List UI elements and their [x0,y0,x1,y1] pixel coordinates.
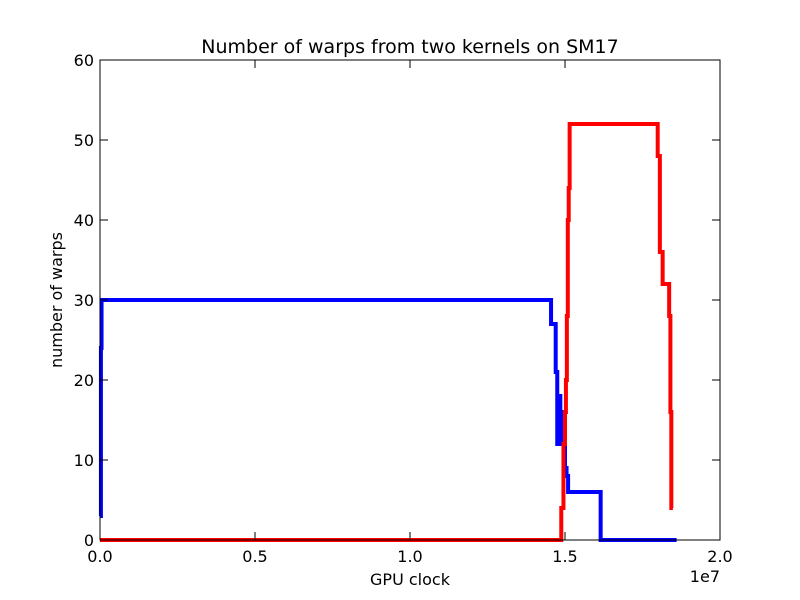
y-tick-label: 30 [74,291,94,310]
series-layer [98,122,677,542]
series-line-0 [98,298,677,542]
x-tick-label: 1.0 [397,547,422,566]
x-offset-label: 1e7 [690,567,720,586]
series-line-1 [100,122,674,542]
x-axis-title: GPU clock [370,570,451,589]
y-tick-label: 50 [74,131,94,150]
chart-title: Number of warps from two kernels on SM17 [201,36,618,58]
y-tick-label: 0 [84,531,94,550]
y-tick-label: 20 [74,371,94,390]
x-tick-label: 0.5 [242,547,267,566]
y-tick-label: 60 [74,51,94,70]
x-tick-label: 2.0 [707,547,732,566]
x-tick-label: 0.0 [87,547,112,566]
x-tick-label: 1.5 [552,547,577,566]
plot-frame [99,59,721,541]
y-axis-title: number of warps [47,232,66,368]
ticks-layer: 0.0 0.5 1.0 1.5 2.0 0 10 20 30 40 50 60 [74,51,733,566]
y-tick-label: 10 [74,451,94,470]
y-tick-label: 40 [74,211,94,230]
